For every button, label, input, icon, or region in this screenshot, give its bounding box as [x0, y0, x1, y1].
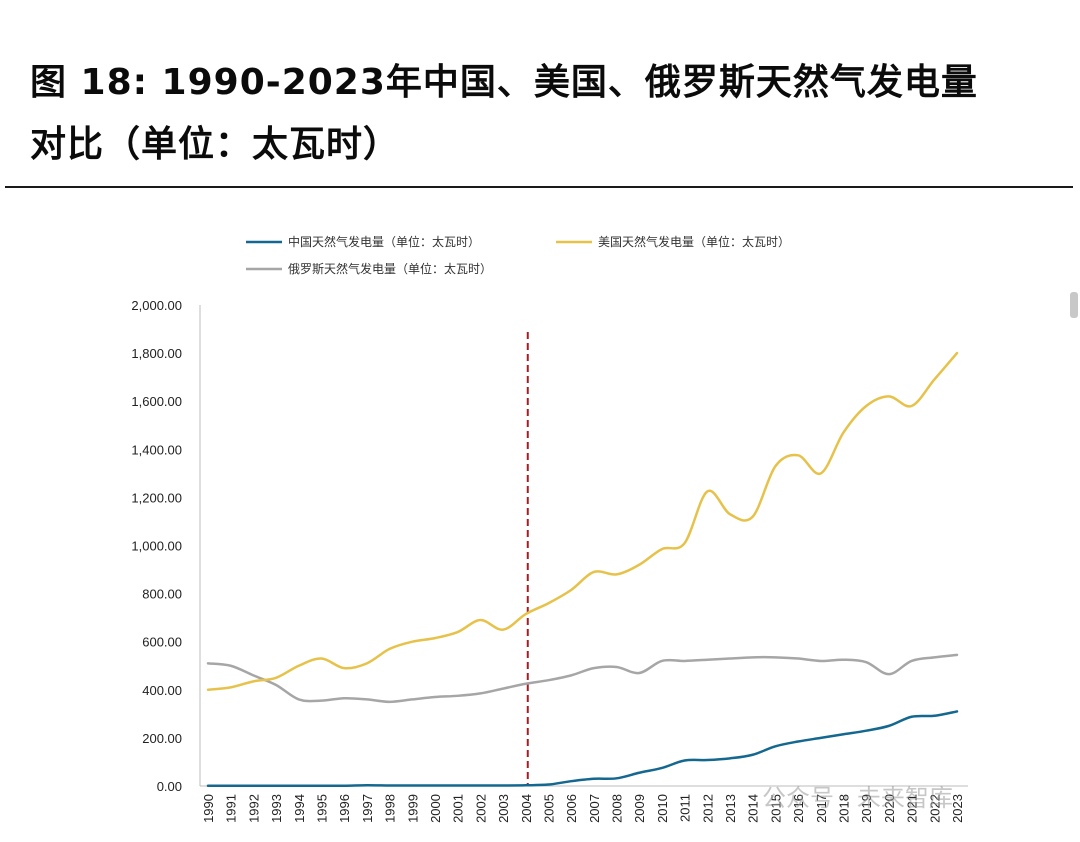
y-tick-label: 600.00: [142, 635, 182, 650]
x-tick-label: 2017: [814, 794, 829, 823]
x-tick-label: 1999: [405, 794, 420, 823]
x-tick-label: 1991: [224, 794, 239, 823]
x-tick-label: 2008: [610, 794, 625, 823]
series-line-2: [206, 653, 959, 704]
legend-label-0: 中国天然气发电量（单位：太瓦时）: [288, 234, 480, 249]
x-tick-label: 2002: [473, 794, 488, 823]
series-lines: [206, 351, 959, 788]
x-tick-label: 2009: [632, 794, 647, 823]
figure-title: 图 18: 1990-2023年中国、美国、俄罗斯天然气发电量 对比（单位：太瓦…: [30, 58, 1070, 170]
y-tick-label: 0.00: [157, 779, 182, 794]
figure-title-line-1: 图 18: 1990-2023年中国、美国、俄罗斯天然气发电量: [30, 62, 978, 103]
chart-axes: 0.00 200.00 400.00 600.00 800.00 1,000.00 1,20…: [131, 298, 968, 823]
chart-legend: 中国天然气发电量（单位：太瓦时） 美国天然气发电量（单位：太瓦时） 俄罗斯天然气发电…: [246, 234, 790, 276]
series-line-1: [206, 351, 959, 692]
x-tick-label: 1990: [201, 794, 216, 823]
x-tick-label: 1996: [337, 794, 352, 823]
y-tick-label: 200.00: [142, 731, 182, 746]
x-tick-label: 1998: [383, 794, 398, 823]
y-tick-label: 1,200.00: [131, 490, 182, 505]
y-tick-label: 800.00: [142, 587, 182, 602]
x-tick-label: 1997: [360, 794, 375, 823]
series-line-0: [206, 710, 959, 788]
x-tick-label: 2019: [859, 794, 874, 823]
x-tick-label: 2003: [496, 794, 511, 823]
x-tick-label: 2014: [746, 794, 761, 823]
x-tick-label: 2010: [655, 794, 670, 823]
x-tick-label: 2004: [519, 794, 534, 823]
y-tick-label: 1,000.00: [131, 539, 182, 554]
x-tick-label: 1995: [314, 794, 329, 823]
x-tick-label: 2000: [428, 794, 443, 823]
y-tick-label: 400.00: [142, 683, 182, 698]
x-tick-label: 1994: [292, 794, 307, 823]
title-divider: [5, 186, 1073, 188]
x-tick-label: 2021: [905, 794, 920, 823]
y-tick-label: 1,600.00: [131, 394, 182, 409]
legend-label-1: 美国天然气发电量（单位：太瓦时）: [598, 234, 790, 249]
x-tick-label: 2016: [791, 794, 806, 823]
figure-title-line-2: 对比（单位：太瓦时）: [30, 124, 401, 165]
x-tick-label: 2007: [587, 794, 602, 823]
x-tick-label: 2005: [541, 794, 556, 823]
watermark: 公众号 · 未来智库: [762, 784, 953, 812]
x-tick-label: 1992: [246, 794, 261, 823]
x-tick-label: 2011: [678, 794, 693, 822]
x-tick-label: 2018: [837, 794, 852, 823]
y-tick-label: 2,000.00: [131, 298, 182, 313]
x-tick-label: 1993: [269, 794, 284, 823]
x-tick-label: 2013: [723, 794, 738, 823]
y-tick-label: 1,400.00: [131, 442, 182, 457]
x-tick-label: 2022: [927, 794, 942, 823]
x-tick-label: 2020: [882, 794, 897, 823]
x-tick-label: 2015: [768, 794, 783, 823]
legend-label-2: 俄罗斯天然气发电量（单位：太瓦时）: [288, 261, 492, 276]
scrollbar-thumb[interactable]: [1070, 292, 1078, 318]
x-tick-label: 2001: [451, 794, 466, 823]
x-tick-label: 2012: [700, 794, 715, 823]
y-tick-label: 1,800.00: [131, 346, 182, 361]
x-tick-label: 2023: [950, 794, 965, 823]
x-tick-label: 2006: [564, 794, 579, 823]
